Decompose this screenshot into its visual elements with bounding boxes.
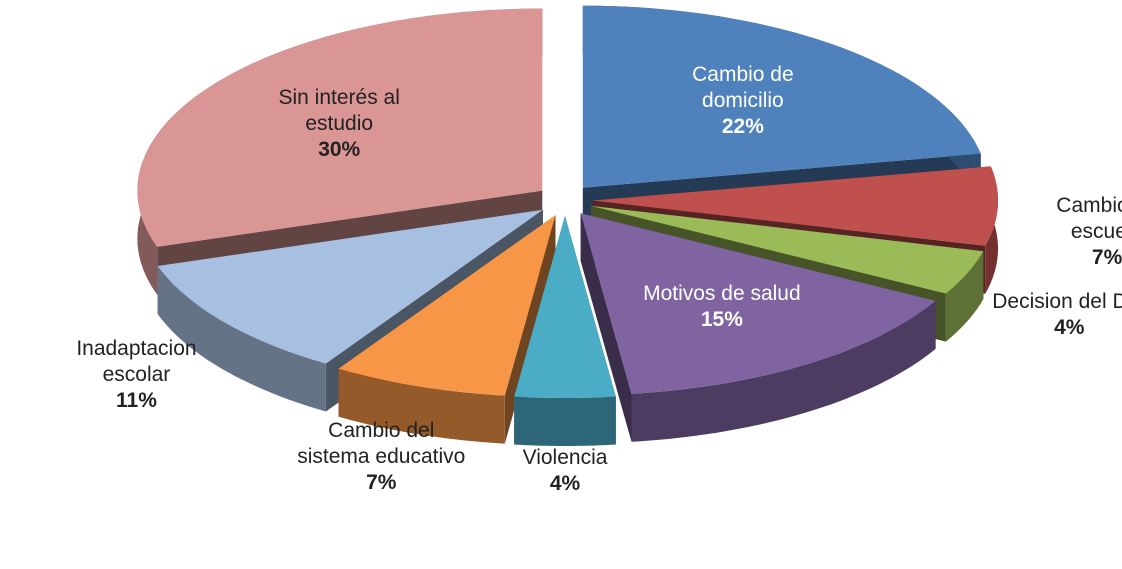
category-label: Motivos de salud bbox=[643, 281, 801, 305]
slice-side bbox=[945, 251, 984, 342]
slice-side bbox=[338, 368, 505, 444]
value-label: 11% bbox=[116, 389, 157, 413]
slice-label: Motivos de salud 15% bbox=[637, 281, 807, 333]
value-label: 7% bbox=[366, 470, 397, 494]
slice bbox=[137, 8, 543, 247]
slice-label: Inadaptacion escolar 11% bbox=[51, 336, 221, 414]
category-label: Violencia bbox=[522, 446, 608, 470]
slice-label: Cambio de domicilio 22% bbox=[658, 62, 828, 140]
value-label: 30% bbox=[318, 138, 361, 162]
slice-side bbox=[514, 396, 616, 446]
category-label: Decision del DIF bbox=[992, 289, 1122, 313]
slice-side bbox=[580, 213, 632, 442]
slice-label: Sin interés al estudio 30% bbox=[254, 85, 424, 163]
category-label: Cambio de domicilio bbox=[692, 62, 794, 112]
slice bbox=[338, 215, 556, 396]
value-label: 15% bbox=[700, 307, 743, 331]
value-label: 4% bbox=[549, 472, 581, 496]
slice bbox=[591, 205, 984, 294]
slice bbox=[157, 209, 543, 364]
value-label: 7% bbox=[1091, 245, 1122, 269]
value-label: 22% bbox=[721, 114, 764, 138]
slice-side bbox=[631, 300, 936, 442]
slice-side bbox=[157, 266, 326, 412]
category-label: Inadaptacion escolar bbox=[76, 337, 197, 387]
value-label: 4% bbox=[1054, 315, 1085, 339]
slice-label: Decision del DIF4% bbox=[984, 289, 1122, 341]
slice bbox=[593, 166, 998, 246]
slice bbox=[580, 213, 936, 394]
slice bbox=[582, 5, 981, 188]
category-label: Cambio del sistema educativo bbox=[297, 418, 466, 468]
category-label: Sin interés al estudio bbox=[278, 86, 400, 136]
slice-label: Cambio del sistema educativo 7% bbox=[296, 418, 466, 496]
category-label: Cambio de escuela bbox=[1056, 193, 1122, 243]
slice-label: Cambio de escuela7% bbox=[1022, 193, 1122, 271]
slice-label: Violencia 4% bbox=[480, 445, 650, 497]
slice bbox=[514, 216, 616, 398]
